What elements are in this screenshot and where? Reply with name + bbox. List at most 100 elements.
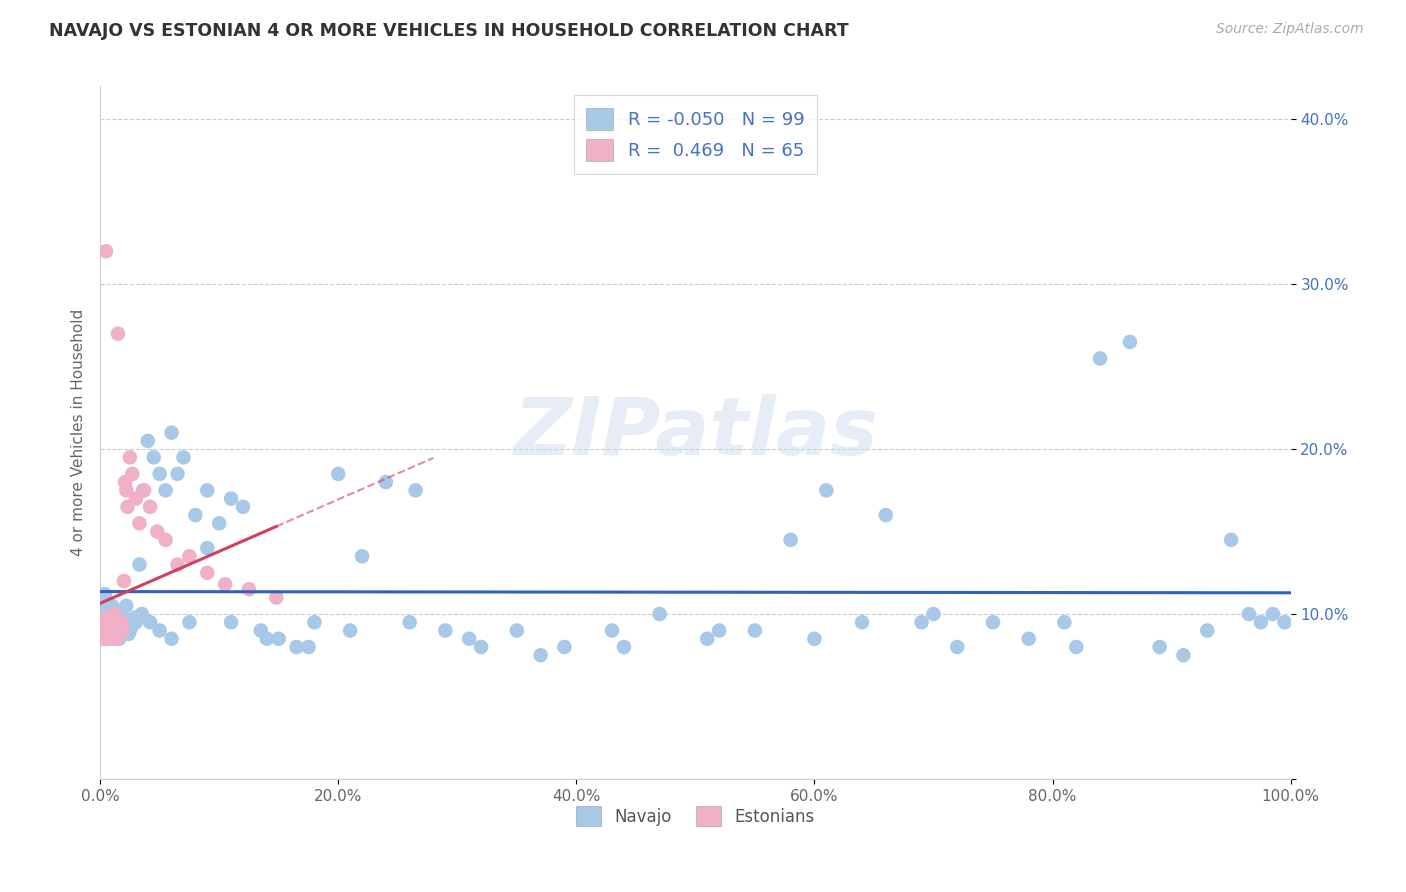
Point — [101, 627, 124, 641]
Point — [339, 624, 361, 638]
Point — [398, 615, 420, 630]
Point — [103, 627, 125, 641]
Point — [470, 640, 492, 654]
Point — [98, 620, 121, 634]
Text: ZIPatlas: ZIPatlas — [513, 393, 877, 472]
Point — [600, 624, 623, 638]
Point — [90, 624, 112, 638]
Point — [97, 604, 120, 618]
Point — [1173, 648, 1195, 663]
Point — [118, 624, 141, 638]
Point — [128, 516, 150, 531]
Point — [875, 508, 897, 522]
Point — [107, 620, 129, 634]
Point — [256, 632, 278, 646]
Point — [155, 483, 177, 498]
Point — [101, 620, 124, 634]
Point — [179, 549, 201, 564]
Point — [111, 624, 134, 638]
Point — [96, 627, 118, 641]
Point — [297, 640, 319, 654]
Point — [112, 574, 135, 588]
Point — [93, 632, 115, 646]
Point — [1053, 615, 1076, 630]
Point — [250, 624, 273, 638]
Point — [131, 607, 153, 621]
Point — [97, 632, 120, 646]
Point — [103, 627, 125, 641]
Point — [981, 615, 1004, 630]
Point — [208, 516, 231, 531]
Point — [139, 500, 162, 514]
Point — [115, 599, 138, 613]
Point — [100, 627, 122, 641]
Point — [103, 615, 125, 630]
Point — [105, 632, 128, 646]
Point — [1018, 632, 1040, 646]
Point — [100, 615, 122, 630]
Point — [110, 615, 132, 630]
Point — [93, 607, 115, 621]
Point — [96, 610, 118, 624]
Point — [103, 632, 125, 646]
Point — [160, 425, 183, 440]
Point — [910, 615, 932, 630]
Y-axis label: 4 or more Vehicles in Household: 4 or more Vehicles in Household — [72, 309, 86, 557]
Point — [139, 615, 162, 630]
Point — [108, 620, 131, 634]
Point — [285, 640, 308, 654]
Point — [100, 632, 122, 646]
Point — [110, 624, 132, 638]
Point — [155, 533, 177, 547]
Point — [105, 620, 128, 634]
Point — [458, 632, 481, 646]
Point — [112, 615, 135, 630]
Point — [110, 620, 132, 634]
Point — [100, 624, 122, 638]
Point — [238, 582, 260, 597]
Point — [506, 624, 529, 638]
Point — [803, 632, 825, 646]
Point — [107, 632, 129, 646]
Point — [96, 627, 118, 641]
Point — [118, 450, 141, 465]
Point — [149, 467, 172, 481]
Point — [104, 624, 127, 638]
Point — [1088, 351, 1111, 366]
Point — [214, 577, 236, 591]
Point — [434, 624, 457, 638]
Point — [1197, 624, 1219, 638]
Point — [93, 615, 115, 630]
Point — [219, 491, 242, 506]
Point — [105, 607, 128, 621]
Point — [160, 632, 183, 646]
Point — [93, 627, 115, 641]
Point — [105, 627, 128, 641]
Point — [125, 615, 148, 630]
Point — [104, 624, 127, 638]
Point — [94, 624, 117, 638]
Point — [648, 607, 671, 621]
Point — [1237, 607, 1260, 621]
Point — [98, 615, 121, 630]
Point — [120, 620, 142, 634]
Point — [149, 624, 172, 638]
Point — [103, 620, 125, 634]
Point — [266, 591, 288, 605]
Point — [304, 615, 326, 630]
Point — [108, 615, 131, 630]
Point — [267, 632, 290, 646]
Point — [815, 483, 838, 498]
Point — [125, 491, 148, 506]
Point — [94, 615, 117, 630]
Point — [195, 541, 218, 555]
Point — [104, 615, 127, 630]
Point — [374, 475, 396, 489]
Point — [101, 624, 124, 638]
Point — [122, 615, 145, 630]
Point — [125, 610, 148, 624]
Point — [91, 620, 114, 634]
Legend: Navajo, Estonians: Navajo, Estonians — [569, 799, 821, 833]
Point — [101, 599, 124, 613]
Point — [1149, 640, 1171, 654]
